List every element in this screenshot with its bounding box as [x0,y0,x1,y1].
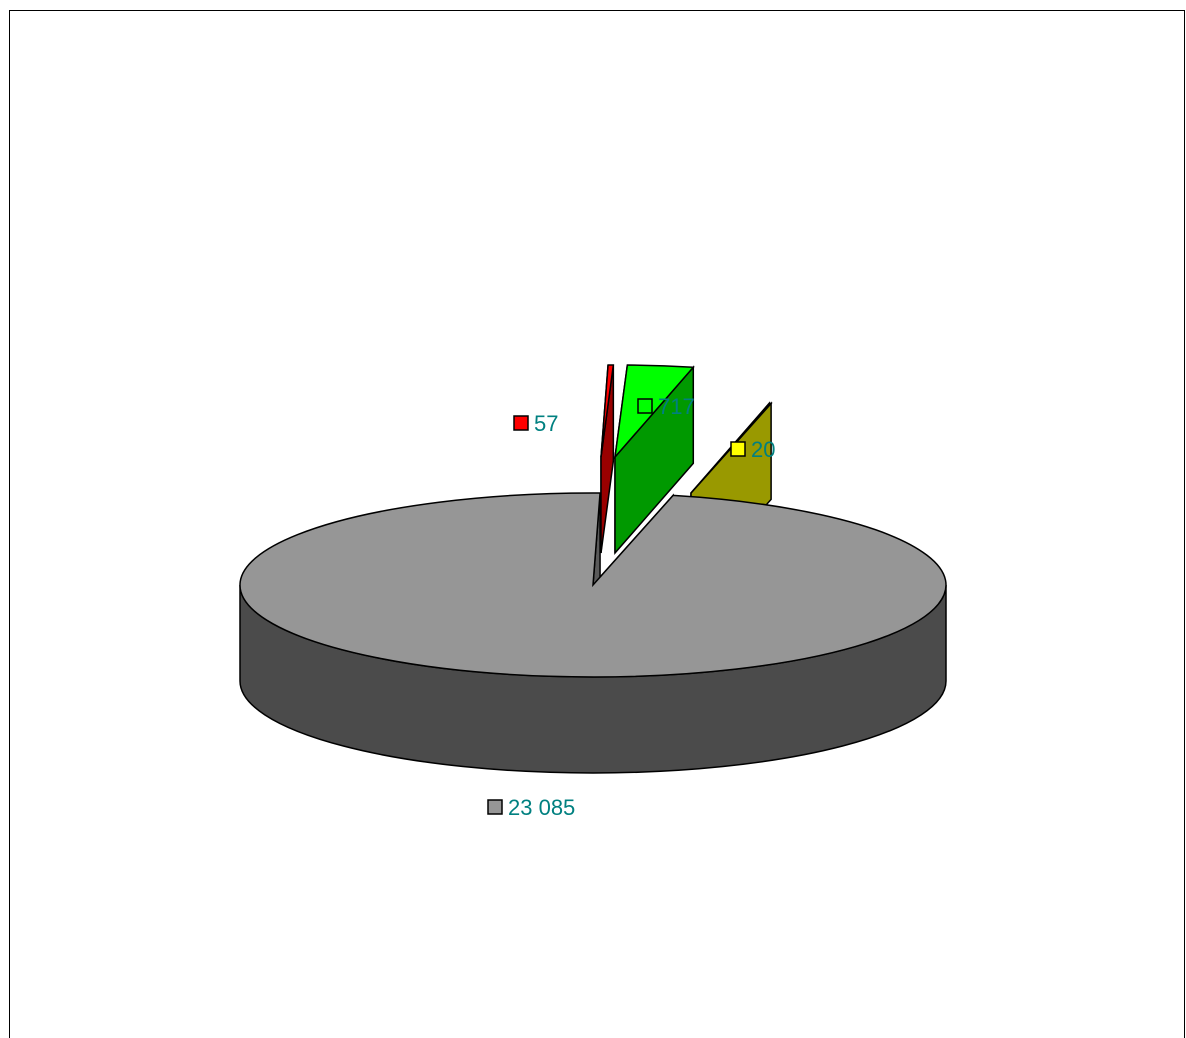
slice-3-top [239,492,947,678]
data-label-text-1: 717 [658,394,695,419]
data-label-text-3: 23 085 [508,795,575,820]
data-label-2: 20 [730,437,775,462]
slice-0-top [600,364,615,458]
data-label-3: 23 085 [487,795,575,820]
data-label-swatch-0 [513,415,529,431]
data-label-0: 57 [513,411,558,436]
data-label-text-0: 57 [534,411,558,436]
chart-frame [9,10,1185,1038]
data-label-text-2: 20 [751,437,775,462]
pie-labels: 57 717 20 23 085 [487,394,775,820]
data-label-1: 717 [637,394,695,419]
data-label-swatch-3 [487,799,503,815]
slice-1-top [613,364,695,460]
data-label-swatch-2 [730,441,746,457]
data-label-swatch-1 [637,398,653,414]
pie-tops [239,364,947,678]
